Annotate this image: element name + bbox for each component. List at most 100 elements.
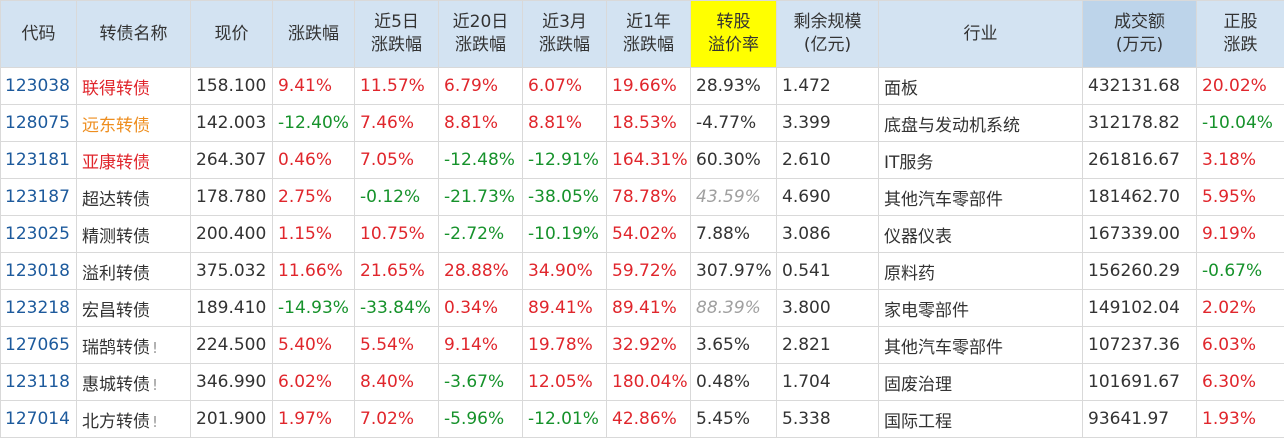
industry: 家电零部件 — [884, 300, 969, 321]
change-1y: 59.72% — [612, 261, 677, 281]
bond-code-cell[interactable]: 123187 — [0, 178, 77, 216]
change-pct-cell: 0.46% — [272, 141, 355, 179]
col-header-chg5[interactable]: 近5日 涨跌幅 — [354, 0, 439, 68]
col-header-chg3m[interactable]: 近3月 涨跌幅 — [522, 0, 607, 68]
bond-code[interactable]: 123118 — [5, 372, 70, 392]
bond-code[interactable]: 123018 — [5, 261, 70, 281]
change-pct: -14.93% — [278, 298, 349, 318]
table-row[interactable]: 123218 宏昌转债 189.410 -14.93% -33.84% 0.34% 89.4… — [0, 289, 1284, 327]
price: 224.500 — [196, 335, 267, 355]
col-header-chg[interactable]: 涨跌幅 — [272, 0, 355, 68]
bond-name-cell[interactable]: 溢利转债 — [76, 252, 191, 290]
col-header-chg20[interactable]: 近20日 涨跌幅 — [438, 0, 523, 68]
industry-cell: IT服务 — [878, 141, 1083, 179]
bond-name[interactable]: 宏昌转债 — [82, 300, 150, 321]
bond-code-cell[interactable]: 123018 — [0, 252, 77, 290]
bond-name-cell[interactable]: 超达转债 — [76, 178, 191, 216]
change-20d: -3.67% — [444, 372, 505, 392]
bond-name-cell[interactable]: 联得转债 — [76, 67, 191, 105]
remaining-size-cell: 2.821 — [776, 326, 879, 364]
bond-name-cell[interactable]: 亚康转债 — [76, 141, 191, 179]
table-row[interactable]: 123025 精测转债 200.400 1.15% 10.75% -2.72% -10.19… — [0, 215, 1284, 253]
bond-name[interactable]: 北方转债 — [82, 411, 150, 432]
price: 189.410 — [196, 298, 267, 318]
bond-name[interactable]: 联得转债 — [82, 78, 150, 99]
table-row[interactable]: 123181 亚康转债 264.307 0.46% 7.05% -12.48% -12.91… — [0, 141, 1284, 179]
table-row[interactable]: 127065 瑞鹄转债! 224.500 5.40% 5.54% 9.14% 19.78% 3… — [0, 326, 1284, 364]
table-row[interactable]: 123187 超达转债 178.780 2.75% -0.12% -21.73% -38.0… — [0, 178, 1284, 216]
bond-code[interactable]: 127014 — [5, 409, 70, 429]
col-header-name[interactable]: 转债名称 — [76, 0, 191, 68]
col-header-chg1y[interactable]: 近1年 涨跌幅 — [606, 0, 691, 68]
col-header-industry[interactable]: 行业 — [878, 0, 1083, 68]
turnover-cell: 149102.04 — [1082, 289, 1197, 327]
bond-name[interactable]: 惠城转债 — [82, 374, 150, 395]
col-header-sublabel: 涨跌幅 — [371, 35, 422, 55]
col-header-label: 转股 — [716, 12, 751, 32]
change-20d: 6.79% — [444, 76, 499, 96]
bond-name-cell[interactable]: 瑞鹄转债! — [76, 326, 191, 364]
bond-name-cell[interactable]: 宏昌转债 — [76, 289, 191, 327]
stock-change-cell: 9.19% — [1196, 215, 1284, 253]
conversion-premium: 5.45% — [696, 409, 751, 429]
bond-name-cell[interactable]: 精测转债 — [76, 215, 191, 253]
bond-code[interactable]: 123218 — [5, 298, 70, 318]
col-header-stock-chg[interactable]: 正股 涨跌 — [1196, 0, 1284, 68]
table-row[interactable]: 123018 溢利转债 375.032 11.66% 21.65% 28.88% 34.90… — [0, 252, 1284, 290]
stock-change-cell: 5.95% — [1196, 178, 1284, 216]
col-header-sublabel: (万元) — [1115, 35, 1164, 55]
change-1y: 89.41% — [612, 298, 677, 318]
table-row[interactable]: 123038 联得转债 158.100 9.41% 11.57% 6.79% 6.07% 19… — [0, 67, 1284, 105]
change-20d-cell: -3.67% — [438, 363, 523, 401]
bond-code-cell[interactable]: 123038 — [0, 67, 77, 105]
conversion-premium-cell: 88.39% — [690, 289, 777, 327]
bond-code-cell[interactable]: 127014 — [0, 400, 77, 438]
bond-code-cell[interactable]: 123025 — [0, 215, 77, 253]
bond-name[interactable]: 溢利转债 — [82, 263, 150, 284]
remaining-size: 3.399 — [782, 113, 831, 133]
table-row[interactable]: 127014 北方转债! 201.900 1.97% 7.02% -5.96% -12.01… — [0, 400, 1284, 438]
col-header-remain[interactable]: 剩余规模 (亿元) — [776, 0, 879, 68]
turnover-cell: 167339.00 — [1082, 215, 1197, 253]
stock-change: 1.93% — [1202, 409, 1257, 429]
bond-name-cell[interactable]: 远东转债 — [76, 104, 191, 142]
change-pct-cell: -12.40% — [272, 104, 355, 142]
conversion-premium: 3.65% — [696, 335, 751, 355]
bond-name[interactable]: 亚康转债 — [82, 152, 150, 173]
table-row[interactable]: 128075 远东转债 142.003 -12.40% 7.46% 8.81% 8.81% 1… — [0, 104, 1284, 142]
change-5d-cell: 10.75% — [354, 215, 439, 253]
industry: IT服务 — [884, 152, 934, 173]
bond-code-cell[interactable]: 123118 — [0, 363, 77, 401]
change-20d-cell: 0.34% — [438, 289, 523, 327]
bond-code[interactable]: 123025 — [5, 224, 70, 244]
bond-code-cell[interactable]: 123218 — [0, 289, 77, 327]
bond-code-cell[interactable]: 127065 — [0, 326, 77, 364]
bond-name[interactable]: 超达转债 — [82, 189, 150, 210]
change-5d-cell: -0.12% — [354, 178, 439, 216]
bond-name[interactable]: 精测转债 — [82, 226, 150, 247]
bond-code[interactable]: 127065 — [5, 335, 70, 355]
bond-code[interactable]: 123038 — [5, 76, 70, 96]
price-cell: 346.990 — [190, 363, 273, 401]
col-header-premium[interactable]: 转股 溢价率 — [690, 0, 777, 68]
industry-cell: 其他汽车零部件 — [878, 178, 1083, 216]
bond-name[interactable]: 远东转债 — [82, 115, 150, 136]
bond-code[interactable]: 123187 — [5, 187, 70, 207]
stock-change-cell: 6.03% — [1196, 326, 1284, 364]
col-header-code[interactable]: 代码 — [0, 0, 77, 68]
price-cell: 375.032 — [190, 252, 273, 290]
change-1y: 19.66% — [612, 76, 677, 96]
col-header-volume[interactable]: 成交额 (万元) — [1082, 0, 1197, 68]
change-3m-cell: -12.91% — [522, 141, 607, 179]
change-pct: 2.75% — [278, 187, 333, 207]
bond-name[interactable]: 瑞鹄转债 — [82, 337, 150, 358]
col-header-price[interactable]: 现价 — [190, 0, 273, 68]
table-row[interactable]: 123118 惠城转债! 346.990 6.02% 8.40% -3.67% 12.05%… — [0, 363, 1284, 401]
bond-code[interactable]: 123181 — [5, 150, 70, 170]
price: 158.100 — [196, 76, 267, 96]
bond-code-cell[interactable]: 123181 — [0, 141, 77, 179]
bond-code-cell[interactable]: 128075 — [0, 104, 77, 142]
bond-code[interactable]: 128075 — [5, 113, 70, 133]
bond-name-cell[interactable]: 惠城转债! — [76, 363, 191, 401]
bond-name-cell[interactable]: 北方转债! — [76, 400, 191, 438]
